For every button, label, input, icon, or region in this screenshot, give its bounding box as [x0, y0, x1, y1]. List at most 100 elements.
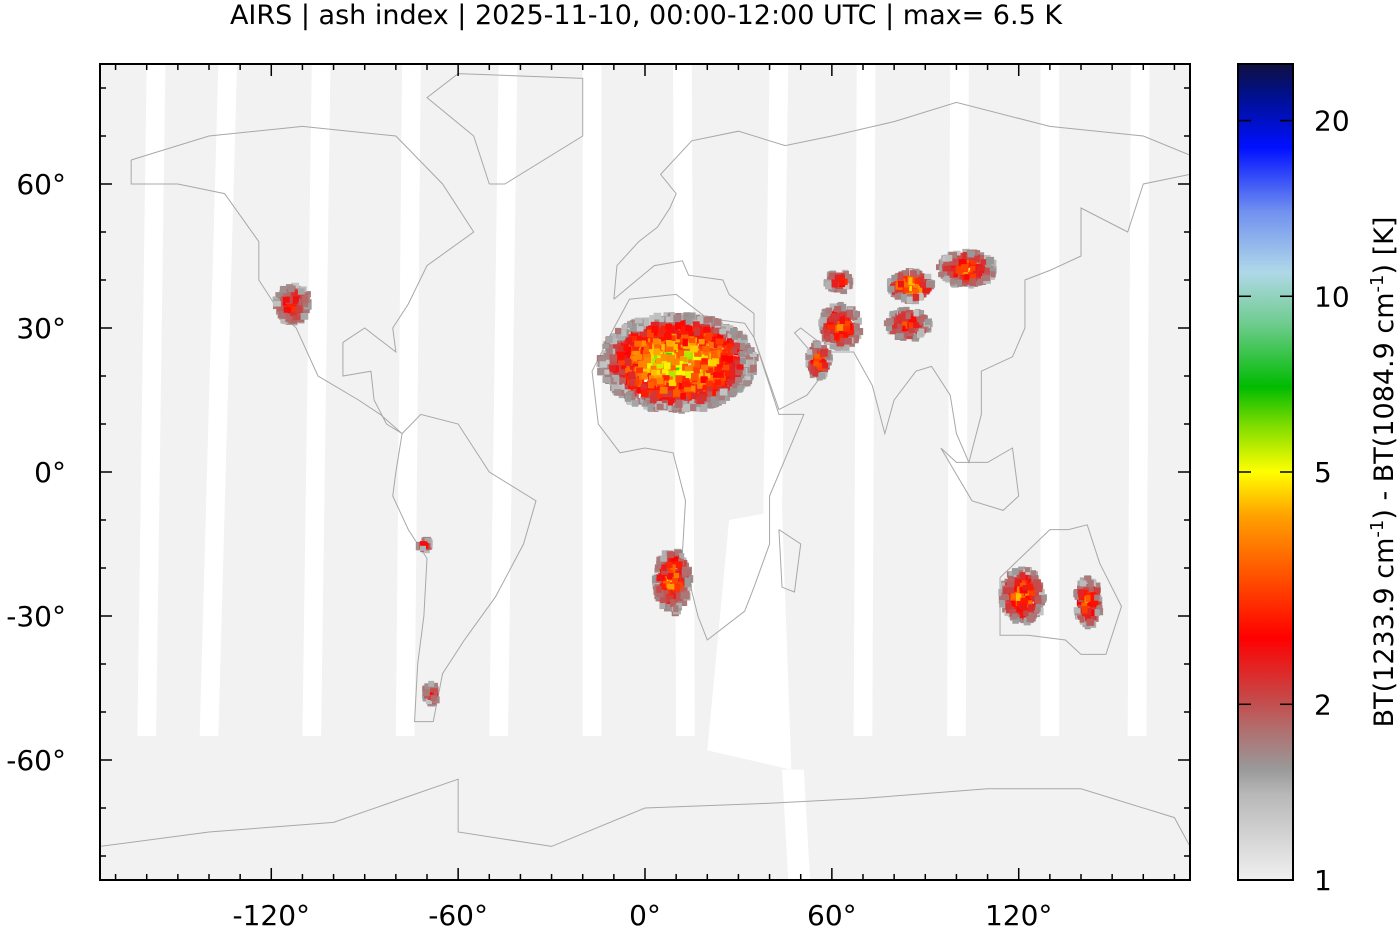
ash-pixel — [684, 366, 691, 372]
ash-pixel — [640, 383, 648, 391]
ash-region-western-australia — [998, 566, 1047, 626]
ash-pixel — [711, 400, 720, 407]
ash-pixel — [708, 328, 716, 334]
ash-region-namibia — [651, 548, 694, 617]
ash-pixel — [1017, 569, 1024, 575]
ash-pixel — [609, 354, 618, 362]
swath-gap — [947, 64, 969, 736]
ash-pixel — [842, 343, 850, 351]
ash-pixel — [727, 363, 734, 371]
ash-pixel — [425, 698, 433, 705]
ash-pixel — [287, 285, 295, 293]
ash-pixel — [667, 583, 675, 590]
ash-pixel — [683, 313, 690, 320]
ash-pixel — [706, 348, 713, 354]
ash-pixel — [290, 298, 298, 305]
ash-pixel — [681, 334, 689, 342]
ash-pixel — [291, 308, 299, 316]
ash-pixel — [599, 361, 608, 368]
ash-pixel — [913, 309, 919, 317]
ash-pixel — [970, 259, 977, 265]
ash-pixel — [665, 323, 672, 330]
ash-pixel — [303, 291, 311, 298]
ash-pixel — [621, 355, 628, 361]
ash-pixel — [889, 310, 896, 317]
ash-pixel — [677, 581, 684, 589]
ash-pixel — [302, 295, 309, 304]
ash-pixel — [665, 346, 674, 352]
ash-pixel — [694, 336, 701, 344]
ash-pixel — [901, 273, 907, 281]
ash-pixel — [283, 306, 292, 313]
ash-pixel — [706, 396, 715, 403]
ash-pixel — [959, 253, 966, 260]
ash-pixel — [624, 383, 631, 390]
ash-pixel — [983, 267, 990, 276]
ash-pixel — [666, 561, 673, 569]
ash-pixel — [662, 581, 671, 588]
ash-pixel — [851, 314, 858, 320]
ash-pixel — [912, 322, 919, 329]
ash-pixel — [710, 354, 717, 362]
ash-pixel — [1028, 588, 1035, 596]
ash-pixel — [705, 380, 713, 387]
ash-pixel — [843, 320, 851, 328]
ash-pixel — [1028, 604, 1035, 611]
ash-pixel — [657, 368, 666, 376]
ash-pixel — [943, 259, 951, 265]
ash-pixel — [672, 327, 679, 334]
ash-pixel — [1024, 587, 1033, 594]
ash-pixel — [706, 367, 713, 374]
ash-pixel — [677, 333, 685, 340]
ash-pixel — [602, 343, 610, 349]
ash-pixel — [726, 354, 734, 363]
coastline — [426, 73, 584, 185]
ash-pixel — [289, 306, 297, 312]
swath-gap — [582, 64, 602, 736]
ash-pixel — [736, 364, 744, 371]
ash-pixel — [918, 328, 925, 337]
lon-tick-label: 120° — [985, 899, 1052, 930]
ash-pixel — [632, 321, 641, 329]
colorbar-tick-label: 1 — [1314, 864, 1332, 897]
ash-pixel — [724, 360, 732, 367]
ash-pixel — [612, 381, 620, 388]
ash-pixel — [698, 345, 704, 352]
ash-pixel — [684, 386, 691, 392]
ash-pixel — [734, 360, 741, 368]
ash-pixel — [1011, 613, 1018, 620]
ash-pixel — [659, 386, 668, 394]
ash-pixel — [903, 282, 910, 288]
ash-pixel — [643, 353, 651, 361]
ash-pixel — [911, 333, 920, 342]
ash-pixel — [693, 327, 701, 336]
ash-pixel — [703, 326, 711, 333]
ash-pixel — [1082, 610, 1088, 618]
ash-pixel — [665, 595, 674, 603]
ash-pixel — [709, 343, 717, 351]
ash-region-patagonia — [422, 680, 440, 707]
ash-pixel — [659, 583, 666, 591]
ash-pixel — [614, 327, 622, 335]
ash-pixel — [639, 356, 647, 364]
ash-pixel — [676, 592, 684, 601]
ash-pixel — [647, 381, 654, 389]
ash-pixel — [640, 330, 649, 338]
ash-pixel — [1005, 602, 1012, 610]
ash-pixel — [419, 545, 426, 551]
ash-pixel — [678, 314, 685, 321]
ash-pixel — [606, 368, 613, 376]
ash-pixel — [670, 599, 676, 607]
ash-pixel — [721, 356, 728, 362]
ash-pixel — [823, 328, 829, 334]
ash-pixel — [674, 339, 682, 345]
ash-pixel — [813, 361, 820, 367]
lat-tick-label: 0° — [34, 456, 66, 489]
ash-pixel — [668, 371, 676, 378]
ash-pixel — [684, 403, 691, 412]
ash-pixel — [674, 561, 683, 568]
ash-pixel — [840, 286, 848, 295]
ash-pixel — [726, 378, 735, 386]
swath-gap — [1040, 64, 1060, 736]
ash-pixel — [710, 396, 716, 404]
